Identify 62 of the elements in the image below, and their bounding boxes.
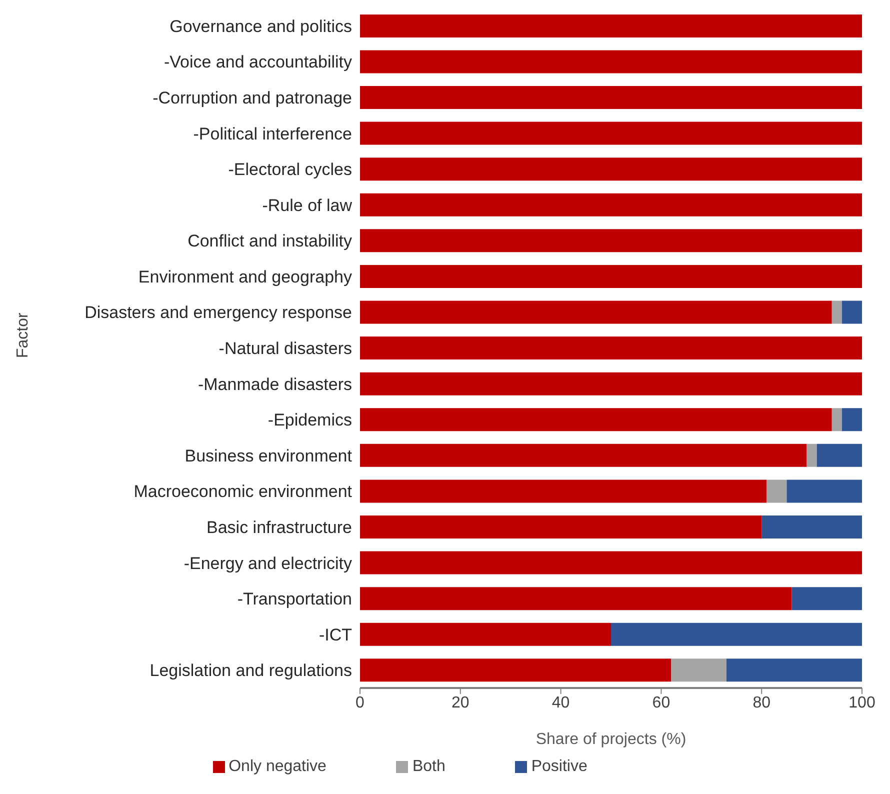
bar [360, 551, 862, 574]
y-tick-label: Business environment [184, 446, 352, 466]
bar [832, 408, 842, 432]
y-tick-label: -Epidemics [268, 410, 352, 430]
x-tick-label: 40 [552, 694, 570, 712]
bar [360, 264, 862, 288]
y-tick-label: Disasters and emergency response [84, 303, 352, 322]
x-tick-label: 0 [356, 694, 365, 712]
bar [611, 622, 862, 646]
legend-label: Positive [531, 758, 588, 775]
bar [360, 372, 862, 396]
legend-label: Only negative [228, 758, 326, 775]
bar [726, 658, 862, 682]
y-tick-label: Basic infrastructure [206, 518, 352, 537]
bar [792, 587, 862, 610]
bar [360, 622, 611, 646]
x-tick-label: 60 [652, 694, 670, 712]
y-tick-label: -Natural disasters [218, 339, 352, 358]
bar [360, 444, 807, 467]
y-tick-label: Governance and politics [170, 16, 352, 36]
y-tick-label: -Corruption and patronage [152, 88, 352, 108]
y-tick-label: -ICT [318, 625, 352, 644]
bar [786, 480, 862, 503]
bar [842, 408, 862, 432]
bar [766, 480, 787, 503]
bar [832, 300, 842, 324]
x-tick-label: 100 [848, 694, 876, 712]
y-tick-label: -Voice and accountability [164, 52, 352, 72]
bar [360, 14, 862, 38]
y-tick-label: Legislation and regulations [150, 661, 352, 680]
bar [842, 300, 862, 324]
bar [360, 587, 792, 610]
y-tick-label: -Electoral cycles [228, 160, 352, 180]
bar [806, 444, 817, 467]
bar [360, 158, 862, 181]
y-tick-label: Conflict and instability [188, 232, 352, 251]
y-tick-label: -Political interference [193, 124, 352, 144]
bar [360, 193, 862, 216]
x-axis-title: Share of projects (%) [536, 731, 686, 748]
y-tick-label: -Rule of law [262, 196, 353, 215]
y-tick-label: -Manmade disasters [198, 374, 352, 394]
y-tick-label: Environment and geography [138, 267, 352, 286]
legend-label: Both [412, 758, 446, 775]
bar [360, 300, 832, 324]
bar [762, 515, 862, 538]
bar [360, 336, 862, 360]
y-tick-label: Macroeconomic environment [134, 482, 352, 502]
bar [360, 229, 862, 252]
bar [816, 444, 862, 467]
bar [360, 480, 767, 503]
y-tick-label: -Energy and electricity [184, 554, 352, 573]
bar [360, 515, 762, 538]
x-tick-label: 20 [452, 694, 470, 712]
bar [360, 50, 862, 74]
bar [671, 658, 726, 682]
bar [360, 122, 862, 145]
bar [360, 408, 832, 432]
bar [360, 86, 862, 110]
bar [360, 658, 672, 682]
y-axis-title: Factor [14, 312, 32, 358]
y-tick-label: -Transportation [237, 590, 352, 609]
x-tick-label: 80 [752, 694, 771, 712]
